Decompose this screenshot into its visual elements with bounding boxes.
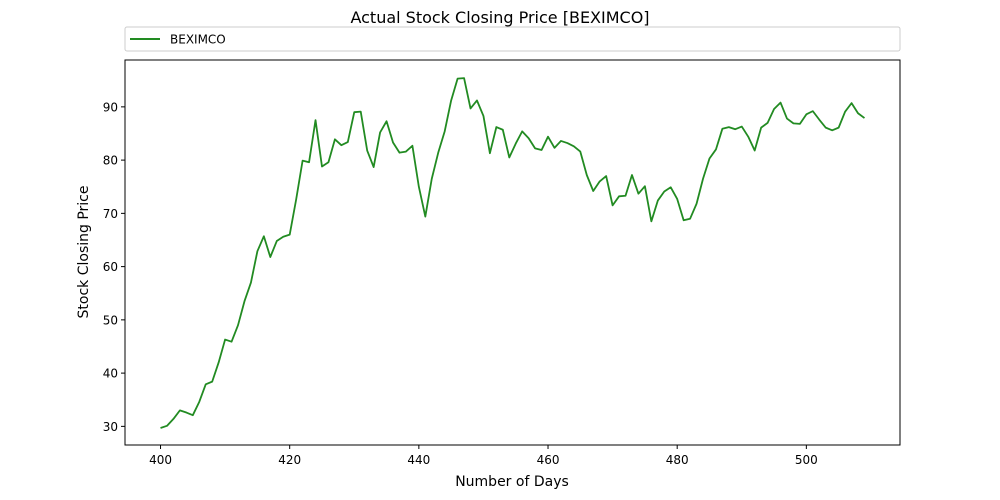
y-tick-label-80: 80 xyxy=(103,154,118,168)
legend-label-beximco: BEXIMCO xyxy=(170,33,226,47)
x-axis-label: Number of Days xyxy=(455,474,569,490)
x-tick-label-480: 480 xyxy=(666,453,689,467)
x-tick-label-440: 440 xyxy=(407,453,430,467)
y-tick-label-60: 60 xyxy=(103,260,118,274)
x-tick-label-420: 420 xyxy=(278,453,301,467)
y-axis: 30 40 50 60 70 80 90 xyxy=(103,100,125,434)
y-tick-label-70: 70 xyxy=(103,207,118,221)
legend: BEXIMCO xyxy=(124,26,901,52)
y-tick-label-90: 90 xyxy=(103,100,118,114)
series-line-beximco xyxy=(160,77,866,429)
chart-title: Actual Stock Closing Price [BEXIMCO] xyxy=(350,8,649,27)
y-axis-label: Stock Closing Price xyxy=(76,186,92,319)
x-tick-label-460: 460 xyxy=(537,453,560,467)
y-tick-label-50: 50 xyxy=(103,313,118,327)
legend-box xyxy=(124,26,901,52)
x-axis: 400 420 440 460 480 500 xyxy=(149,445,818,467)
y-tick-label-30: 30 xyxy=(103,420,118,434)
x-tick-label-400: 400 xyxy=(149,453,172,467)
x-tick-label-500: 500 xyxy=(795,453,818,467)
y-tick-label-40: 40 xyxy=(103,367,118,381)
plot-area xyxy=(124,59,901,446)
